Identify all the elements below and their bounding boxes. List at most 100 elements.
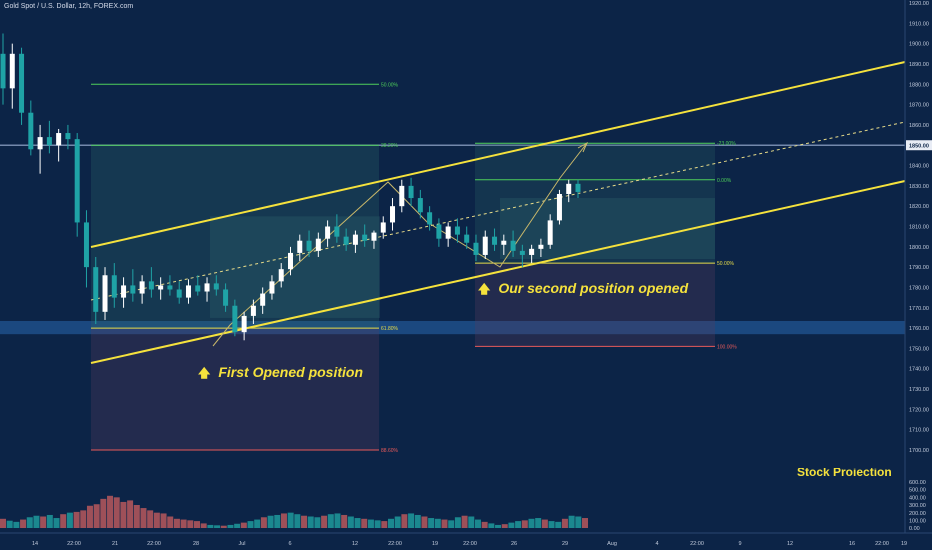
- volume-tick-label: 100.00: [909, 519, 926, 525]
- candle-body: [473, 242, 479, 255]
- volume-bar: [381, 521, 388, 528]
- candle-body: [343, 236, 349, 245]
- candle-body: [204, 283, 210, 292]
- volume-bar: [347, 516, 354, 528]
- volume-bar: [374, 520, 381, 528]
- volume-bar: [575, 516, 582, 528]
- support-band: [0, 320, 905, 335]
- volume-bar: [86, 505, 93, 528]
- volume-bar: [160, 513, 167, 528]
- candle-body: [352, 234, 358, 245]
- up-arrow-icon: 🡅: [478, 282, 491, 296]
- candle-body: [223, 289, 229, 306]
- candle-body: [9, 53, 15, 89]
- volume-bar: [127, 500, 134, 528]
- candle-body: [464, 234, 470, 243]
- time-tick-label: Jul: [238, 541, 245, 547]
- candle-body: [399, 185, 405, 207]
- time-tick-label: Aug: [607, 541, 617, 547]
- candle-body: [529, 248, 535, 255]
- volume-bar: [20, 519, 27, 528]
- volume-bar: [234, 523, 241, 528]
- candle-body: [56, 133, 62, 146]
- volume-bar: [274, 514, 281, 528]
- candle-body: [250, 305, 256, 316]
- candle-body: [130, 285, 136, 294]
- candle-body: [334, 226, 340, 237]
- candle-body: [74, 139, 80, 223]
- volume-bar: [501, 524, 508, 528]
- volume-bar: [6, 520, 13, 528]
- candle-body: [83, 222, 89, 268]
- price-tick-label: 1870.00: [909, 103, 929, 109]
- stock-projection-label: Stock Projection: [797, 468, 892, 476]
- volume-bar: [153, 512, 160, 528]
- volume-bar: [528, 518, 535, 528]
- price-tick-label: 1860.00: [909, 123, 929, 129]
- price-tick-label: 1780.00: [909, 285, 929, 291]
- candle-body: [380, 222, 386, 233]
- volume-bar: [561, 518, 568, 528]
- candle-body: [93, 267, 99, 312]
- volume-bar: [481, 521, 488, 528]
- volume-bar: [294, 514, 301, 528]
- up-arrow-icon: 🡅: [198, 366, 211, 380]
- price-tick-label: 1800.00: [909, 245, 929, 251]
- chart-title: Gold Spot / U.S. Dollar, 12h, FOREX.com: [4, 3, 134, 10]
- time-tick-label: 26: [511, 541, 517, 547]
- second-position-label: Our second position opened: [498, 280, 689, 296]
- volume-bar: [93, 504, 100, 528]
- candle-body: [37, 137, 43, 150]
- candle-body: [519, 250, 525, 255]
- candle-body: [65, 133, 71, 140]
- volume-bar: [107, 495, 114, 528]
- volume-bar: [267, 515, 274, 528]
- volume-bar: [508, 522, 515, 528]
- first-position-label: First Opened position: [218, 364, 364, 380]
- volume-bar: [341, 514, 348, 528]
- time-tick-label: 19: [432, 541, 438, 547]
- price-axis-bg: [905, 0, 932, 550]
- volume-bar: [334, 513, 341, 528]
- time-tick-label: 22:00: [147, 541, 161, 547]
- candle-body: [325, 226, 331, 239]
- price-tick-label: 1700.00: [909, 448, 929, 454]
- candle-body: [28, 112, 34, 150]
- fib-label-right: 50.00%: [717, 261, 735, 267]
- volume-bar: [327, 514, 334, 528]
- candle-body: [362, 234, 368, 241]
- candle-body: [390, 206, 396, 223]
- volume-bar: [448, 520, 455, 528]
- volume-tick-label: 200.00: [909, 511, 926, 517]
- fib-zone-lower-left: [91, 328, 379, 450]
- volume-bar: [388, 518, 394, 528]
- candle-body: [167, 285, 173, 290]
- channel-upper-line: [90, 61, 906, 248]
- candle-body: [0, 53, 6, 89]
- candle-body: [417, 198, 423, 213]
- time-tick-label: 29: [562, 541, 568, 547]
- volume-bar: [80, 510, 87, 528]
- time-tick-label: 22:00: [67, 541, 81, 547]
- candle-body: [315, 238, 321, 251]
- candle-body: [445, 226, 451, 239]
- volume-bar: [301, 515, 308, 528]
- volume-bar: [120, 501, 127, 528]
- volume-bar: [167, 516, 174, 528]
- volume-tick-label: 600.00: [909, 480, 926, 486]
- time-tick-label: 16: [849, 541, 855, 547]
- price-tick-label: 1830.00: [909, 184, 929, 190]
- volume-bar: [53, 518, 60, 528]
- candle-body: [260, 293, 266, 306]
- projection-path: [212, 142, 588, 347]
- candle-body: [46, 137, 52, 146]
- fib-zone-lower-right: [475, 263, 715, 347]
- volume-bar: [33, 515, 40, 528]
- volume-bar: [100, 498, 107, 528]
- volume-bar: [220, 525, 227, 528]
- volume-bar: [13, 521, 20, 528]
- fib-label-right: 100.00%: [717, 344, 737, 350]
- volume-bar: [421, 516, 428, 528]
